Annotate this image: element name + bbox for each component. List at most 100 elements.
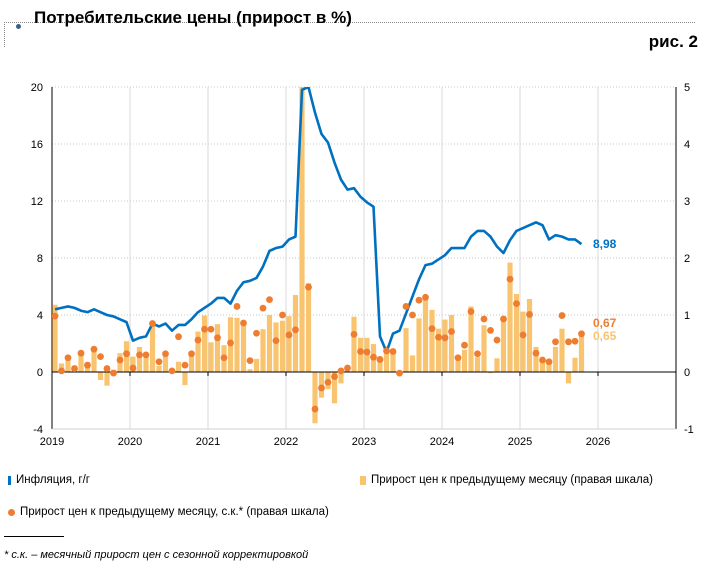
dot-mom-sa <box>376 356 384 363</box>
bar-mom <box>565 372 572 384</box>
dot-mom-sa <box>435 333 442 341</box>
bar-mom <box>416 318 422 372</box>
legend-label: Прирост цен к предыдущему месяцу, с.к.* … <box>20 506 329 518</box>
dot-mom-sa <box>52 312 59 320</box>
bar-mom <box>208 342 214 372</box>
bar-mom <box>286 316 292 372</box>
bar-mom <box>507 262 513 372</box>
x-tick-label: 2024 <box>430 436 454 448</box>
right-tick-label: 2 <box>684 253 690 265</box>
bar-mom <box>305 283 312 372</box>
bar-mom <box>377 356 383 372</box>
bar-mom <box>435 328 442 372</box>
dot-mom-sa <box>318 384 325 392</box>
dot-mom-sa <box>123 350 130 358</box>
dot-mom-sa <box>110 369 117 377</box>
dot-mom-sa <box>461 341 468 349</box>
bar-mom <box>331 372 338 404</box>
dot-mom-sa <box>259 304 267 312</box>
dot-mom-sa <box>441 334 449 342</box>
dot-mom-sa <box>279 311 286 319</box>
dot-mom-sa <box>292 326 299 334</box>
left-tick-label: 16 <box>31 139 43 151</box>
bar-mom <box>52 304 58 372</box>
left-tick-label: 20 <box>31 82 43 94</box>
dot-mom-sa <box>253 329 260 337</box>
chart-title: Потребительские цены (прирост в %) <box>34 8 352 27</box>
dot-mom-sa <box>422 293 429 301</box>
left-tick-label: -4 <box>33 424 43 436</box>
bar-mom <box>403 328 409 372</box>
bar-mom <box>78 354 84 372</box>
dot-mom-sa <box>539 356 546 364</box>
bar-mom <box>214 324 221 372</box>
bar-mom <box>91 351 97 372</box>
bar-mom <box>422 298 429 372</box>
dot-mom-sa <box>344 364 351 372</box>
dot-mom-sa <box>155 358 163 366</box>
bar-mom <box>513 293 520 372</box>
bar-mom <box>494 358 500 372</box>
dot-mom-sa <box>552 338 559 346</box>
bar-mom <box>533 346 539 372</box>
bar-mom <box>104 372 110 386</box>
x-tick-label: 2025 <box>508 436 532 448</box>
dot-mom-sa <box>214 334 221 342</box>
dot-mom-sa <box>64 354 72 362</box>
dot-mom-sa <box>487 326 494 334</box>
dot-mom-sa <box>526 311 533 318</box>
legend-line-icon <box>8 475 11 485</box>
right-tick-label: 5 <box>684 82 690 94</box>
bar-mom <box>578 334 585 372</box>
bar-mom <box>299 87 305 372</box>
dot-mom-sa <box>149 320 156 327</box>
bar-mom <box>455 355 461 372</box>
dot-mom-sa <box>513 300 520 307</box>
dot-mom-sa <box>175 333 182 341</box>
bar-mom <box>149 323 156 372</box>
dot-mom-sa <box>519 331 527 339</box>
bar-mom <box>429 309 435 372</box>
legend-item-mom-sa: Прирост цен к предыдущему месяцу, с.к.* … <box>8 506 329 518</box>
legend-item-mom: Прирост цен к предыдущему месяцу (правая… <box>360 474 653 486</box>
legend-dot-icon <box>8 508 15 516</box>
dot-mom-sa <box>363 348 371 356</box>
dot-mom-sa <box>266 296 273 304</box>
dot-mom-sa <box>103 365 111 372</box>
dot-mom-sa <box>480 315 488 323</box>
bar-mom <box>520 311 526 372</box>
dot-mom-sa <box>84 361 91 369</box>
bar-mom <box>188 354 195 372</box>
plot-area <box>52 87 676 424</box>
bar-mom <box>240 322 247 372</box>
dot-mom-sa <box>493 336 501 344</box>
bar-mom <box>247 369 253 372</box>
dot-mom-sa <box>558 312 566 319</box>
dot-mom-sa <box>58 367 65 375</box>
label-mom-last: 0,65 <box>593 329 617 343</box>
bar-mom <box>182 372 188 386</box>
bar-mom <box>234 317 240 372</box>
bar-mom <box>156 365 162 372</box>
x-tick-label: 2023 <box>352 436 376 448</box>
bar-mom <box>351 316 357 372</box>
dot-mom-sa <box>136 351 143 359</box>
right-tick-label: 1 <box>684 310 690 322</box>
dot-mom-sa <box>311 405 319 413</box>
dot-mom-sa <box>207 325 215 333</box>
dot-mom-sa <box>181 361 189 369</box>
bar-mom <box>546 363 552 372</box>
bar-mom <box>253 358 260 372</box>
bar-mom <box>312 372 318 424</box>
legend-label: Инфляция, г/г <box>16 474 90 486</box>
x-tick-label: 2026 <box>586 436 610 448</box>
dot-mom-sa <box>474 350 481 358</box>
dot-mom-sa <box>246 357 254 364</box>
bar-mom <box>260 329 266 372</box>
bar-mom <box>461 349 468 372</box>
x-tick-label: 2022 <box>274 436 298 448</box>
dot-mom-sa <box>129 364 137 372</box>
left-tick-label: 0 <box>37 367 43 379</box>
right-tick-label: -1 <box>684 424 694 436</box>
dot-mom-sa <box>240 319 247 327</box>
